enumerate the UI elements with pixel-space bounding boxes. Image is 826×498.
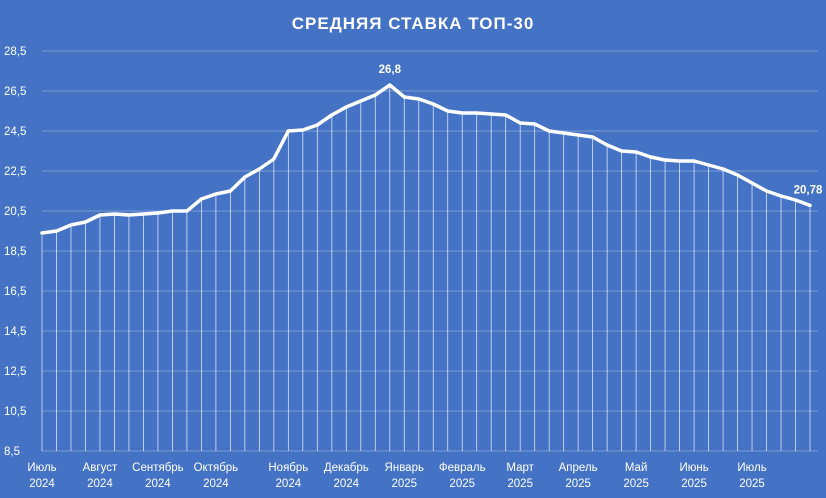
x-tick-year: 2024: [276, 478, 302, 490]
series-line: [40, 83, 812, 235]
data-point: [185, 209, 189, 213]
data-point: [417, 97, 421, 101]
y-tick-label: 20,5: [4, 206, 26, 218]
data-point: [40, 231, 44, 235]
x-tick-month: Январь: [385, 462, 424, 474]
x-tick-year: 2024: [29, 478, 55, 490]
x-tick-year: 2024: [334, 478, 360, 490]
data-point: [663, 158, 667, 162]
y-tick-label: 28,5: [4, 46, 26, 58]
data-point: [170, 209, 175, 213]
data-point: [156, 211, 160, 215]
x-tick-month: Октябрь: [194, 462, 239, 474]
x-tick-month: Апрель: [559, 462, 598, 474]
data-point: [330, 113, 334, 117]
data-point: [779, 194, 783, 198]
x-tick-year: 2025: [681, 478, 707, 490]
data-point: [764, 189, 769, 193]
data-point: [257, 167, 261, 171]
data-point: [286, 129, 290, 133]
x-tick-year: 2024: [87, 478, 113, 490]
y-tick-label: 16,5: [4, 286, 26, 298]
y-tick-label: 10,5: [4, 406, 26, 418]
data-point: [620, 149, 624, 153]
data-point: [388, 83, 392, 87]
data-point: [141, 212, 146, 216]
data-point: [54, 229, 59, 233]
data-point: [562, 131, 566, 135]
x-tick-month: Март: [506, 462, 534, 474]
data-point: [591, 135, 595, 139]
y-tick-label: 8,5: [4, 446, 20, 458]
data-point: [808, 203, 812, 207]
data-point: [431, 102, 435, 106]
data-point: [750, 181, 754, 185]
x-tick-month: Май: [625, 462, 648, 474]
data-point: [344, 105, 348, 109]
x-tick-year: 2024: [203, 478, 229, 490]
x-tick-month: Февраль: [439, 462, 486, 474]
data-point: [359, 99, 363, 103]
x-tick-month: Июль: [27, 462, 56, 474]
data-point: [228, 189, 232, 193]
y-tick-label: 14,5: [4, 326, 26, 338]
data-label: 26,8: [379, 64, 402, 76]
data-point: [243, 175, 247, 179]
data-point: [576, 133, 580, 137]
data-point: [518, 121, 522, 125]
y-tick-label: 18,5: [4, 246, 26, 258]
x-tick-month: Сентябрь: [132, 462, 184, 474]
data-point: [315, 123, 319, 127]
x-tick-month: Ноябрь: [268, 462, 308, 474]
x-tick-year: 2025: [565, 478, 591, 490]
data-point: [649, 155, 653, 159]
y-tick-label: 26,5: [4, 86, 26, 98]
data-point: [199, 197, 203, 201]
x-tick-year: 2025: [739, 478, 765, 490]
x-tick-year: 2025: [623, 478, 649, 490]
data-point: [634, 150, 638, 154]
data-point: [706, 163, 711, 167]
y-tick-label: 22,5: [4, 166, 26, 178]
data-point: [504, 113, 508, 117]
chart-title: СРЕДНЯЯ СТАВКА ТОП-30: [291, 14, 535, 33]
data-point: [533, 122, 537, 126]
x-tick-month: Июнь: [679, 462, 708, 474]
data-point: [692, 159, 696, 163]
x-tick-year: 2025: [391, 478, 417, 490]
x-tick-month: Декабрь: [324, 462, 369, 474]
x-tick-month: Август: [83, 462, 118, 474]
data-point: [83, 220, 88, 224]
data-label: 20,78: [794, 184, 823, 196]
data-point: [301, 128, 305, 132]
data-point: [793, 198, 798, 202]
y-tick-label: 12,5: [4, 366, 26, 378]
data-point: [489, 112, 493, 116]
data-point: [214, 192, 218, 196]
data-point: [605, 143, 609, 147]
data-point: [677, 159, 682, 163]
data-point: [272, 157, 276, 161]
data-point: [475, 111, 479, 115]
data-point: [373, 93, 377, 97]
data-point: [69, 223, 73, 227]
data-point: [446, 109, 450, 113]
x-tick-month: Июль: [737, 462, 766, 474]
data-point: [547, 129, 551, 133]
data-point: [98, 213, 102, 217]
x-tick-year: 2025: [507, 478, 533, 490]
data-point: [127, 213, 131, 217]
y-tick-label: 24,5: [4, 126, 26, 138]
data-point: [735, 173, 740, 177]
data-point: [402, 95, 406, 99]
data-point: [721, 167, 725, 171]
x-tick-year: 2025: [449, 478, 475, 490]
data-point: [112, 212, 117, 216]
x-tick-year: 2024: [145, 478, 171, 490]
data-point: [460, 111, 464, 115]
